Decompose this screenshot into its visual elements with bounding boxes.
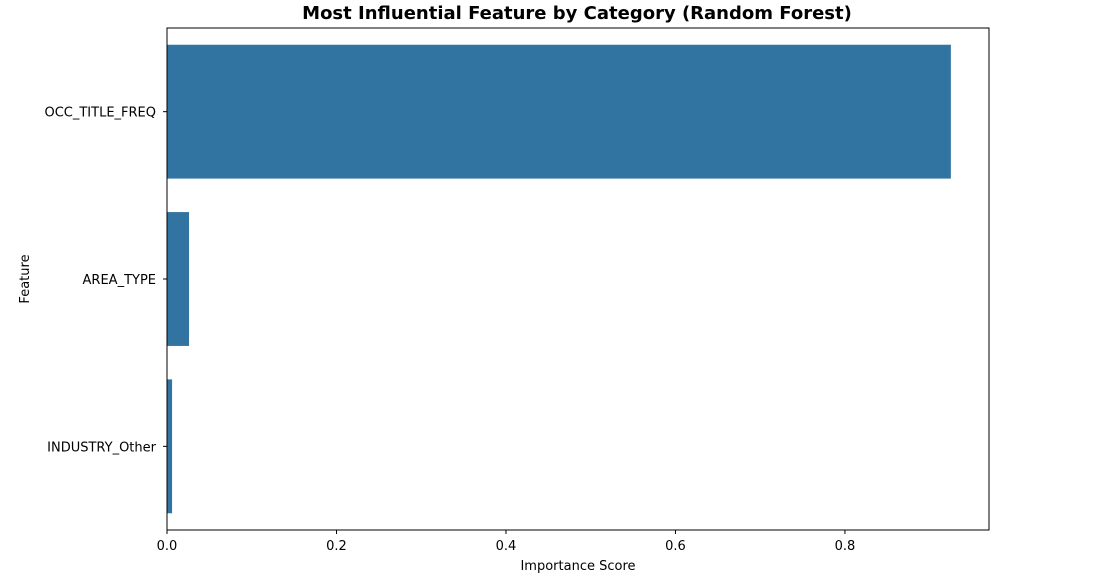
- x-tick-label: 0.6: [665, 539, 686, 554]
- x-tick-label: 0.0: [157, 539, 178, 554]
- plot-frame: [166, 27, 990, 531]
- y-tick-label: AREA_TYPE: [83, 273, 156, 288]
- y-axis-label: Feature: [18, 254, 33, 303]
- y-tick-label: INDUSTRY_Other: [47, 440, 156, 455]
- bar-industry-other: [167, 379, 173, 514]
- x-tick-label: 0.8: [835, 539, 856, 554]
- x-tick-label: 0.2: [326, 539, 347, 554]
- bar-area-type: [167, 212, 190, 346]
- bar-occ-title-freq: [167, 44, 951, 179]
- x-axis-label: Importance Score: [520, 559, 635, 574]
- y-tick-label: OCC_TITLE_FREQ: [44, 106, 156, 121]
- y-axis-ticks: OCC_TITLE_FREQ AREA_TYPE INDUSTRY_Other: [44, 106, 167, 455]
- bars-layer: [167, 44, 951, 514]
- chart-title: Most Influential Feature by Category (Ra…: [302, 3, 852, 24]
- x-axis-ticks: 0.0 0.2 0.4 0.6 0.8: [157, 530, 856, 554]
- x-tick-label: 0.4: [496, 539, 517, 554]
